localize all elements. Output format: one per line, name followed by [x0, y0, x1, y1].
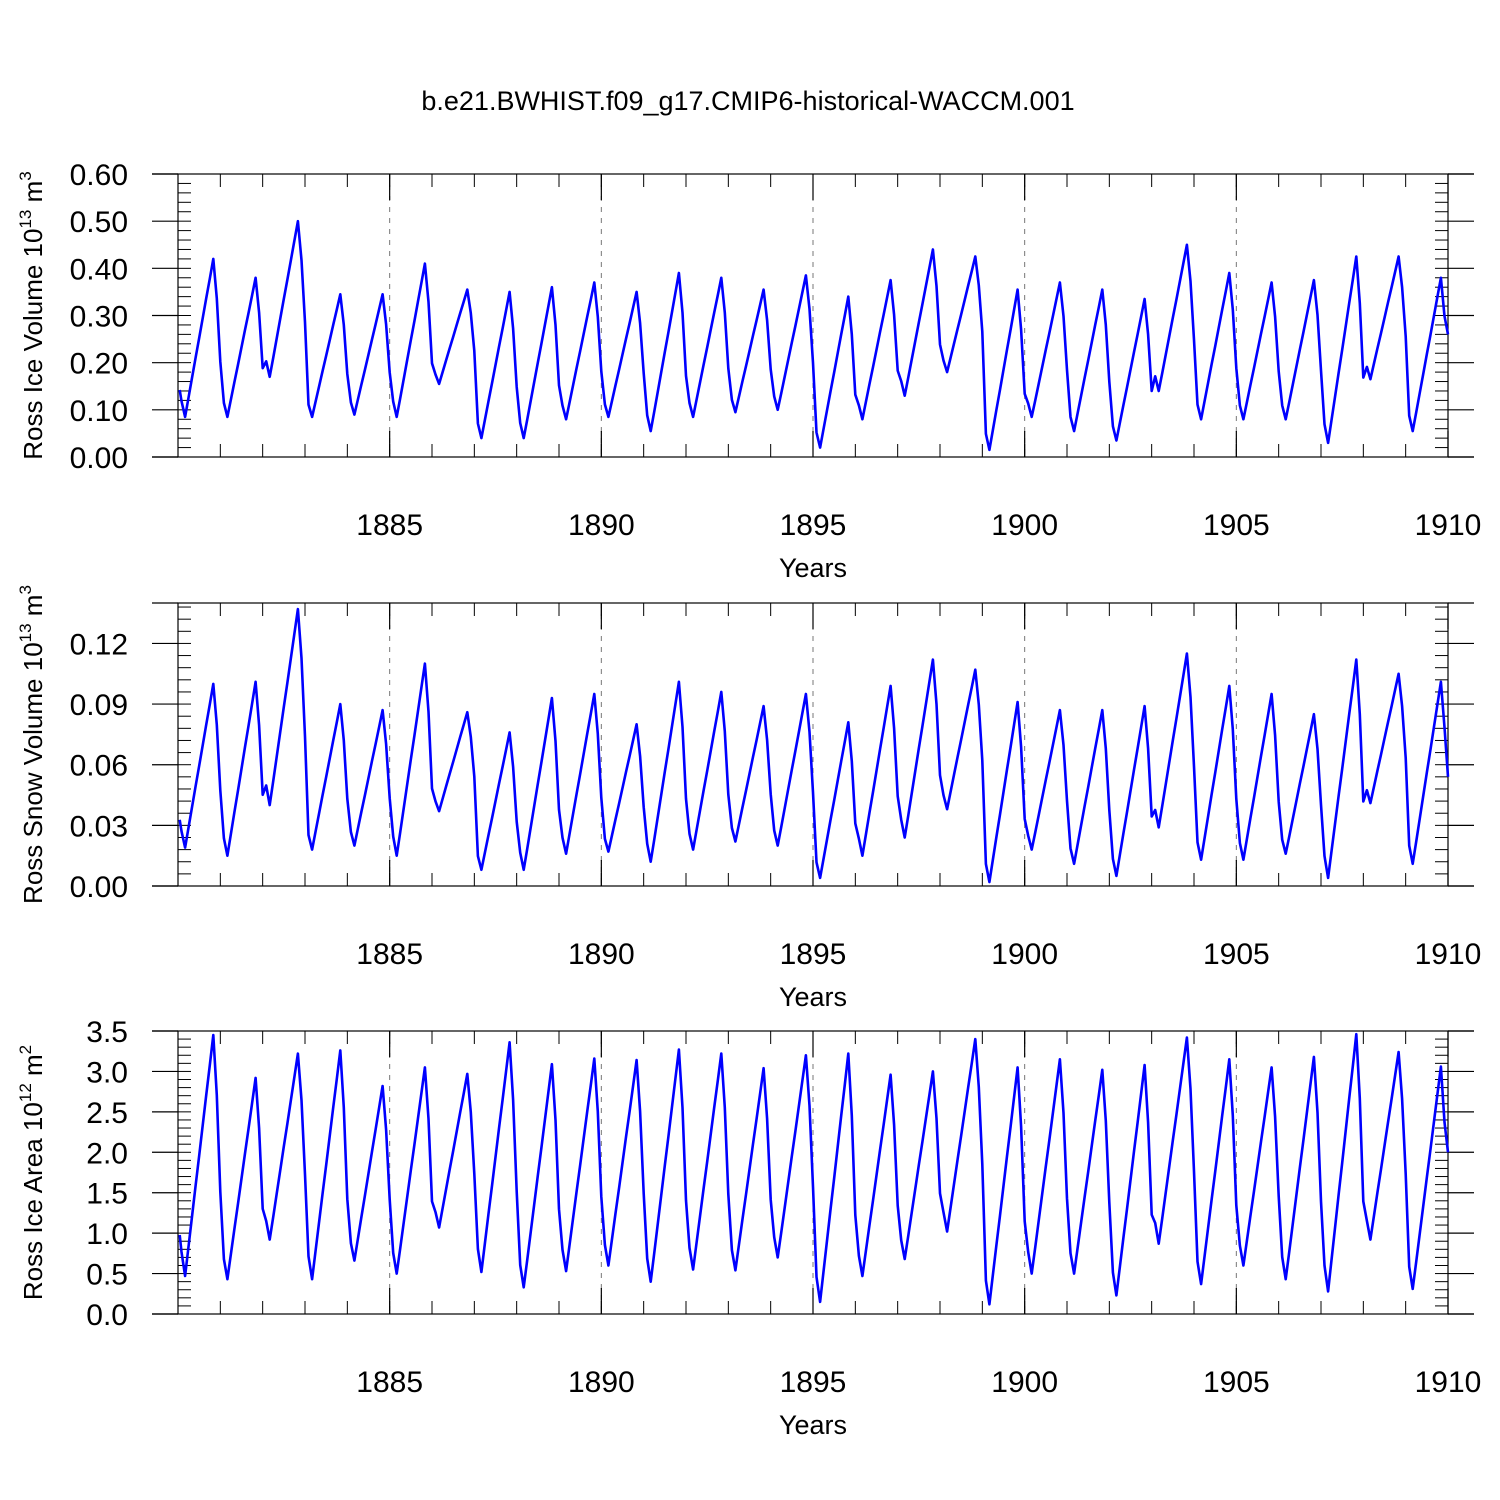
panel-1: 0.00 0.10 0.20 0.30 0.40 0.50 0.60 1885 1890 1895…: [16, 159, 1481, 583]
x-tick-label: 1895: [780, 1366, 847, 1399]
y-tick-label: 0.5: [86, 1259, 128, 1292]
x-tick-label: 1895: [780, 509, 847, 542]
y-tick-label: 3.0: [86, 1056, 128, 1089]
chart-title: b.e21.BWHIST.f09_g17.CMIP6-historical-WA…: [421, 86, 1074, 116]
x-axis-label: Years: [779, 553, 847, 583]
x-tick-label: 1895: [780, 938, 847, 971]
x-axis-label: Years: [779, 1410, 847, 1440]
panel-2: 0.00 0.03 0.06 0.09 0.12 1885 1890 1895 1900 1905…: [16, 585, 1481, 1012]
x-axis-label: Years: [779, 982, 847, 1012]
plot-frame: [177, 602, 1449, 887]
x-tick-label: 1910: [1415, 1366, 1482, 1399]
y-tick-label: 0.20: [70, 348, 128, 381]
series-line: [178, 1032, 1450, 1306]
y-tick-label: 0.40: [70, 253, 128, 286]
y-tick-label: 0.00: [70, 442, 128, 475]
y-tick-label: 0.06: [70, 750, 128, 783]
y-tick-label: 0.12: [70, 628, 128, 661]
panels: 0.00 0.10 0.20 0.30 0.40 0.50 0.60 1885 1890 1895…: [16, 159, 1481, 1440]
x-tick-label: 1900: [991, 1366, 1058, 1399]
y-tick-label: 1.5: [86, 1178, 128, 1211]
y-tick-label: 1.0: [86, 1218, 128, 1251]
x-tick-label: 1900: [991, 938, 1058, 971]
series-line: [178, 219, 1450, 452]
y-axis-label: Ross Snow Volume 1013 m3: [16, 585, 48, 904]
y-tick-label: 0.60: [70, 159, 128, 192]
y-axis-label: Ross Ice Area 1012 m2: [16, 1045, 48, 1300]
y-axis-label: Ross Ice Volume 1013 m3: [16, 171, 48, 460]
x-tick-label: 1885: [356, 938, 423, 971]
x-tick-label: 1905: [1203, 1366, 1270, 1399]
y-tick-label: 2.0: [86, 1137, 128, 1170]
y-tick-label: 0.30: [70, 301, 128, 334]
y-tick-label: 0.00: [70, 871, 128, 904]
y-tick-label: 0.09: [70, 689, 128, 722]
x-tick-label: 1890: [568, 1366, 635, 1399]
x-tick-label: 1900: [991, 509, 1058, 542]
x-tick-label: 1890: [568, 509, 635, 542]
y-tick-label: 2.5: [86, 1097, 128, 1130]
panel-3: 0.0 0.5 1.0 1.5 2.0 2.5 3.0 3.5 1885 1890 1895 1900…: [16, 1016, 1481, 1440]
x-tick-label: 1890: [568, 938, 635, 971]
x-tick-label: 1885: [356, 1366, 423, 1399]
x-tick-label: 1905: [1203, 938, 1270, 971]
series-line: [178, 607, 1450, 884]
x-tick-label: 1905: [1203, 509, 1270, 542]
plot-frame: [177, 173, 1449, 458]
x-tick-label: 1910: [1415, 938, 1482, 971]
y-tick-label: 0.03: [70, 810, 128, 843]
x-tick-label: 1885: [356, 509, 423, 542]
y-tick-label: 0.0: [86, 1299, 128, 1332]
x-tick-label: 1910: [1415, 509, 1482, 542]
y-tick-label: 0.10: [70, 395, 128, 428]
y-tick-label: 0.50: [70, 206, 128, 239]
y-tick-label: 3.5: [86, 1016, 128, 1049]
